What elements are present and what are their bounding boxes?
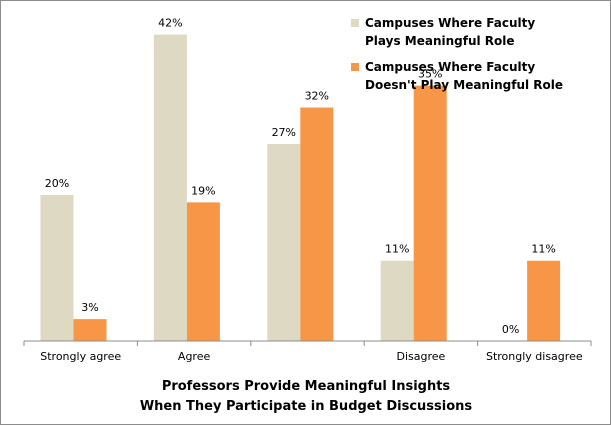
bars-layer [40,34,561,342]
data-label-series-2-cat-5: 11% [531,243,555,256]
legend-label-1-line-2: Plays Meaningful Role [365,34,515,48]
bar-series-2-cat-4 [413,85,447,342]
data-label-series-1-cat-3: 27% [272,126,296,139]
bar-series-1-cat-4 [380,260,414,341]
bar-series-2-cat-3 [300,107,334,341]
x-tick-label-5: Strongly disagree [486,350,583,363]
data-label-series-1-cat-5: 0% [502,323,519,336]
data-labels-layer: 20% 3% 42% 19% 27% 32% 11% 35% 0% 11% [45,17,556,336]
data-label-series-2-cat-4: 35% [418,68,442,81]
x-tick-layer [23,341,592,346]
data-label-series-2-cat-3: 32% [305,90,329,103]
legend-label-2-line-2: Doesn't Play Meaningful Role [365,78,563,92]
x-category-labels: Strongly agree Agree Disagree Strongly disa… [40,350,583,363]
x-tick-label-4: Disagree [397,350,446,363]
data-label-series-1-cat-4: 11% [385,243,409,256]
legend-swatch-2 [351,63,359,71]
x-axis-title: Professors Provide Meaningful Insights Wh… [140,379,473,414]
bar-series-1-cat-3 [267,144,301,341]
data-label-series-2-cat-2: 19% [191,184,215,197]
x-tick-label-1: Strongly agree [40,350,121,363]
legend-swatch-1 [351,19,359,27]
data-label-series-2-cat-1: 3% [81,301,98,314]
bar-series-2-cat-5 [527,260,561,341]
legend-label-1-line-1: Campuses Where Faculty [365,16,535,30]
legend: Campuses Where Faculty Plays Meaningful R… [351,16,563,92]
legend-label-2-line-1: Campuses Where Faculty [365,60,535,74]
bar-series-2-cat-2 [186,202,220,341]
x-axis-title-line-2: When They Participate in Budget Discussi… [140,399,473,414]
bar-series-1-cat-1 [40,195,74,341]
x-tick-label-2: Agree [178,350,211,363]
bar-series-2-cat-1 [73,319,107,341]
data-label-series-1-cat-1: 20% [45,177,69,190]
bar-series-1-cat-2 [153,34,187,341]
data-label-series-1-cat-2: 42% [158,17,182,30]
x-axis-title-line-1: Professors Provide Meaningful Insights [162,379,451,394]
